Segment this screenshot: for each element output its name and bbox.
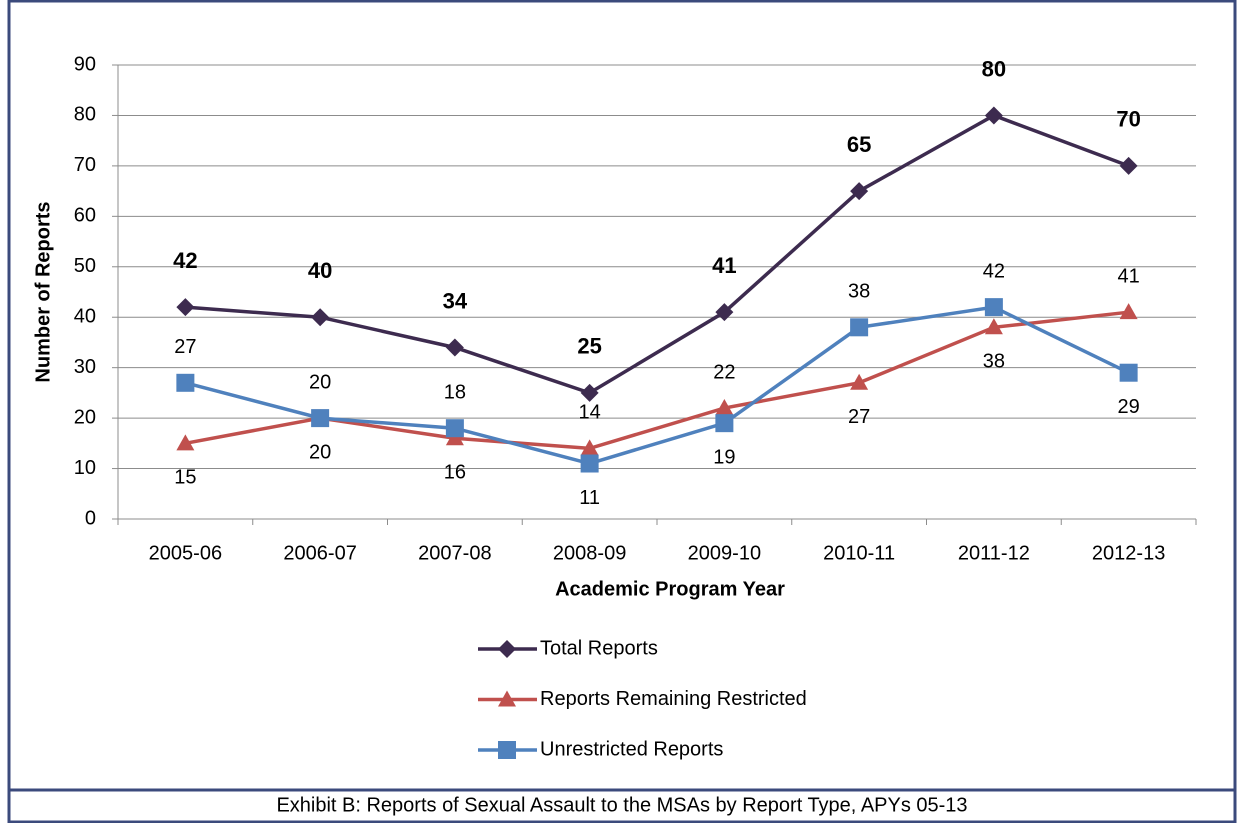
data-label: 20 [309, 371, 331, 393]
marker [715, 303, 734, 322]
data-label: 25 [577, 334, 601, 359]
data-label: 20 [309, 441, 331, 463]
frame [7, 0, 1237, 823]
y-tick-label: 20 [74, 406, 96, 428]
marker [311, 308, 330, 327]
marker [498, 741, 516, 759]
data-label: 40 [308, 258, 332, 283]
legend-label: Reports Remaining Restricted [540, 688, 807, 710]
marker [984, 318, 1003, 335]
y-tick-label: 50 [74, 255, 96, 277]
marker [580, 383, 599, 402]
x-tick-label: 2009-10 [688, 542, 761, 564]
series-line [185, 113, 1130, 395]
data-label: 38 [848, 281, 870, 303]
marker [580, 454, 599, 473]
marker [445, 338, 464, 357]
data-label: 29 [1118, 396, 1140, 418]
x-tick-label: 2010-11 [823, 542, 895, 564]
x-tick-label: 2008-09 [553, 542, 626, 564]
series-line [184, 305, 1130, 466]
marker [984, 106, 1003, 125]
data-label: 34 [443, 288, 468, 313]
data-label: 18 [444, 381, 466, 403]
data-label: 70 [1116, 107, 1140, 132]
marker [1119, 363, 1138, 382]
marker [715, 414, 734, 433]
x-tick-label: 2006-07 [283, 542, 356, 564]
x-tick-label: 2005-06 [149, 542, 222, 564]
marker [850, 373, 869, 390]
data-label: 42 [173, 248, 197, 273]
y-tick-label: 60 [74, 205, 96, 227]
marker [311, 409, 330, 428]
caption: Exhibit B: Reports of Sexual Assault to … [276, 794, 967, 816]
data-label: 22 [713, 361, 735, 383]
data-label: 41 [712, 253, 736, 278]
y-tick-label: 10 [74, 457, 96, 479]
marker [850, 182, 869, 201]
y-tick-label: 30 [74, 356, 96, 378]
legend-label: Total Reports [540, 637, 658, 659]
x-axis-label: Academic Program Year [555, 578, 785, 600]
data-label: 11 [579, 487, 600, 509]
marker [176, 434, 195, 451]
marker [1119, 303, 1138, 320]
marker [445, 419, 464, 438]
marker [445, 429, 464, 446]
x-tick-label: 2012-13 [1092, 542, 1165, 564]
marker [498, 640, 516, 658]
y-tick-label: 70 [74, 154, 96, 176]
data-label: 80 [982, 56, 1006, 81]
marker [498, 690, 516, 707]
data-label: 42 [983, 260, 1005, 282]
data-label: 19 [713, 446, 735, 468]
y-axis-label: Number of Reports [32, 201, 54, 382]
marker [1119, 156, 1138, 175]
y-tick-label: 80 [74, 104, 96, 126]
data-label: 41 [1118, 265, 1140, 287]
legend-label: Unrestricted Reports [540, 738, 723, 760]
data-label: 16 [444, 462, 466, 484]
data-label: 65 [847, 132, 871, 157]
marker [984, 298, 1003, 317]
marker [715, 399, 734, 416]
marker [176, 298, 195, 317]
y-tick-label: 40 [74, 306, 96, 328]
marker [580, 439, 599, 456]
y-tick-label: 0 [85, 507, 96, 529]
y-tick-label: 90 [74, 53, 96, 75]
data-label: 14 [579, 402, 601, 424]
marker [176, 373, 195, 392]
x-tick-label: 2007-08 [418, 542, 491, 564]
data-label: 38 [983, 351, 1005, 373]
data-label: 27 [174, 336, 196, 358]
data-label: 27 [848, 406, 870, 428]
marker [850, 318, 869, 337]
x-tick-label: 2011-12 [958, 542, 1030, 564]
data-label: 15 [174, 467, 196, 489]
